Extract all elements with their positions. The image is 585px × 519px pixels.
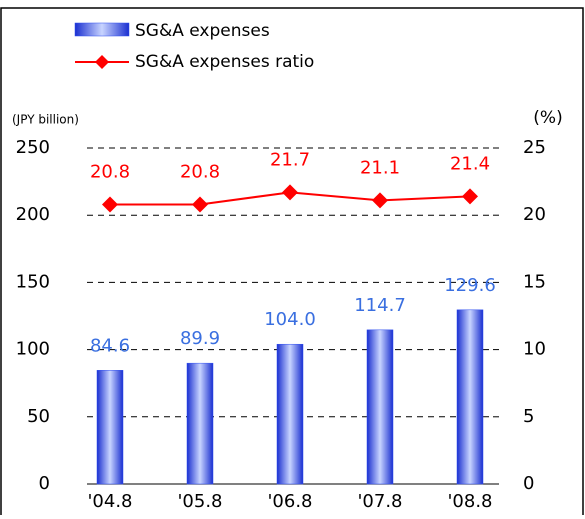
bar-value-label: 89.9 [180, 328, 220, 349]
y-tick-label: 250 [16, 137, 50, 158]
bar [186, 362, 214, 485]
y2-axis-label: (%) [533, 108, 562, 128]
y2-tick-label: 15 [523, 271, 546, 292]
y2-tick-label: 10 [523, 339, 546, 360]
bar [366, 329, 394, 485]
ratio-marker [282, 184, 298, 201]
ratio-marker [462, 188, 478, 205]
x-tick-label: '07.8 [357, 491, 402, 512]
y-tick-label: 0 [39, 473, 50, 494]
legend-label: SG&A expenses ratio [135, 52, 314, 72]
bar-value-label: 114.7 [354, 295, 406, 316]
x-tick-label: '06.8 [267, 491, 312, 512]
bar-value-label: 129.6 [444, 275, 496, 296]
x-tick-label: '05.8 [177, 491, 222, 512]
legend-label: SG&A expenses [135, 21, 270, 41]
ratio-value-label: 21.1 [360, 157, 400, 178]
y-tick-label: 150 [16, 271, 50, 292]
ratio-value-label: 20.8 [90, 161, 130, 182]
bar-value-label: 84.6 [90, 335, 130, 356]
y2-tick-label: 0 [523, 473, 534, 494]
ratio-value-label: 21.4 [450, 153, 490, 174]
ratio-marker [102, 196, 118, 213]
y2-tick-label: 5 [523, 406, 534, 427]
x-tick-label: '08.8 [447, 491, 492, 512]
ratio-value-label: 21.7 [270, 149, 310, 170]
y-tick-label: 200 [16, 204, 50, 225]
ratio-value-label: 20.8 [180, 161, 220, 182]
y-tick-label: 100 [16, 339, 50, 360]
bar [96, 370, 124, 485]
y-axis-label: (JPY billion) [12, 113, 79, 127]
bar [456, 309, 484, 485]
y2-tick-label: 25 [523, 137, 546, 158]
frame [0, 7, 584, 519]
bar [276, 343, 304, 485]
ratio-marker [372, 192, 388, 209]
bar-value-label: 104.0 [264, 309, 316, 330]
ratio-marker [192, 196, 208, 213]
legend-bar-icon [74, 22, 130, 37]
legend-marker-icon [95, 55, 109, 69]
x-tick-label: '04.8 [87, 491, 132, 512]
y-tick-label: 50 [27, 406, 50, 427]
y2-tick-label: 20 [523, 204, 546, 225]
